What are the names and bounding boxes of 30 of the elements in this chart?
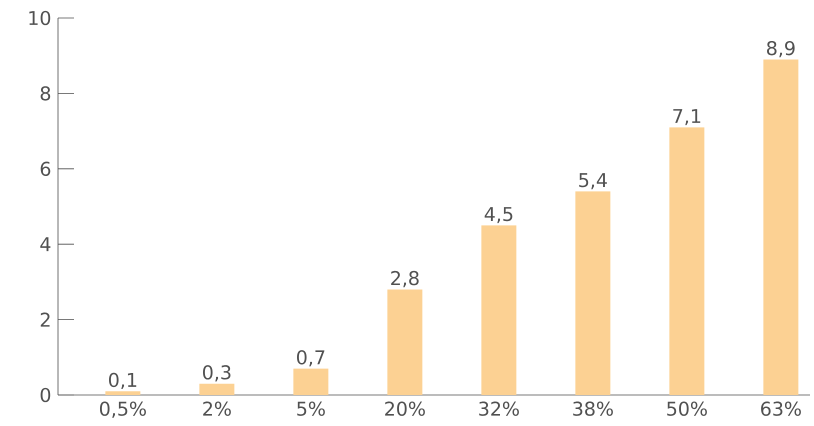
- data-label: 4,5: [484, 207, 512, 224]
- y-tick-label: 4: [40, 237, 50, 252]
- data-label: 8,9: [767, 40, 795, 58]
- bar: [763, 59, 798, 395]
- x-tick-label: 38%: [573, 402, 613, 416]
- x-tick-label: 50%: [667, 402, 707, 416]
- data-label: 0,1: [109, 372, 136, 390]
- y-tick-label: 0: [40, 388, 50, 402]
- x-tick-label: 63%: [761, 402, 801, 416]
- data-label: 7,1: [673, 109, 700, 126]
- bar: [105, 391, 140, 395]
- bar: [199, 384, 234, 395]
- data-label: 0,3: [203, 365, 230, 382]
- y-tick-label: 10: [29, 10, 50, 26]
- data-label: 0,7: [297, 350, 324, 366]
- x-tick-label: 32%: [479, 402, 519, 416]
- x-tick-label: 20%: [385, 402, 425, 416]
- bar: [387, 289, 422, 395]
- y-tick-label: 8: [40, 86, 50, 101]
- data-label: 5,4: [579, 173, 607, 190]
- bar: [481, 225, 516, 395]
- data-label: 2,8: [391, 270, 419, 288]
- x-tick-label: 5%: [297, 402, 325, 416]
- y-tick-label: 6: [40, 162, 50, 176]
- bar: [293, 368, 328, 395]
- y-tick-label: 2: [40, 312, 50, 327]
- x-tick-label: 0,5%: [100, 402, 146, 418]
- bar: [669, 127, 704, 395]
- x-tick-label: 2%: [203, 402, 231, 416]
- bar: [575, 191, 610, 395]
